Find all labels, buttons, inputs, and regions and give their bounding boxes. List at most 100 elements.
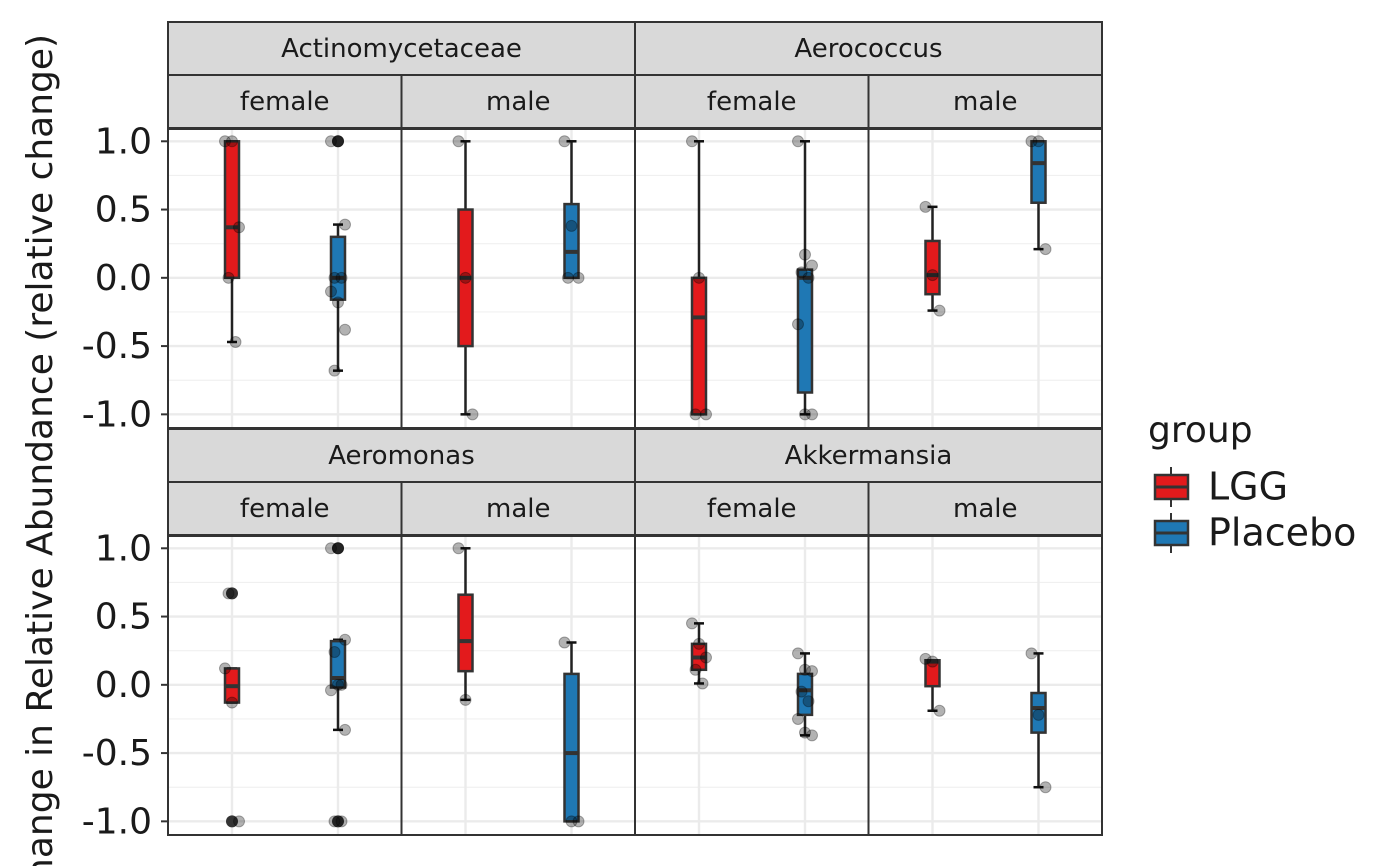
point — [1039, 781, 1052, 794]
point — [806, 729, 818, 742]
point — [696, 677, 709, 690]
point — [452, 135, 465, 148]
point — [558, 135, 571, 148]
y-tick-label: -1.0 — [82, 394, 152, 435]
outlier — [226, 587, 238, 600]
point — [792, 647, 804, 660]
point — [802, 271, 815, 284]
facet-strip — [634, 21, 1103, 76]
point — [328, 815, 341, 828]
sub-title: male — [486, 87, 550, 117]
point — [919, 200, 932, 213]
point — [806, 665, 818, 678]
point — [335, 678, 348, 691]
point — [325, 542, 337, 555]
point — [1025, 135, 1038, 148]
point — [700, 651, 712, 664]
y-tick-label: -0.5 — [82, 326, 152, 367]
point — [565, 219, 578, 232]
point — [335, 271, 348, 284]
point — [219, 135, 231, 148]
sub-title: male — [953, 87, 1017, 117]
point — [693, 637, 705, 650]
legend-label: LGG — [1208, 465, 1288, 509]
box — [563, 202, 580, 280]
sub-strip — [400, 74, 636, 129]
sub-title: female — [707, 494, 797, 524]
point — [325, 135, 337, 148]
point — [799, 726, 811, 739]
point — [222, 271, 235, 284]
facet-title: Aerococcus — [794, 34, 942, 64]
point — [459, 693, 472, 706]
point — [222, 587, 235, 600]
point — [452, 542, 465, 555]
box — [563, 672, 580, 823]
point — [325, 684, 337, 697]
point — [328, 271, 341, 284]
point — [233, 815, 245, 828]
y-tick-label: 0.5 — [95, 190, 152, 231]
facet-title: Actinomycetaceae — [281, 34, 522, 64]
box — [690, 276, 708, 416]
point — [926, 269, 939, 282]
point — [572, 815, 585, 828]
sub-title: male — [953, 494, 1017, 524]
point — [339, 218, 351, 231]
facet-strip — [634, 428, 1103, 483]
point — [335, 815, 348, 828]
point — [332, 678, 344, 691]
facet-strip — [167, 428, 636, 483]
point — [1025, 647, 1038, 660]
facet-strip — [167, 21, 636, 76]
point — [1032, 708, 1045, 721]
point — [689, 663, 702, 676]
point — [802, 695, 815, 708]
point — [806, 259, 818, 272]
point — [926, 655, 939, 668]
point — [799, 408, 811, 421]
legend-label: Placebo — [1208, 511, 1356, 555]
sub-title: female — [240, 87, 330, 117]
box — [223, 140, 241, 280]
point — [799, 248, 811, 261]
y-tick-label: -1.0 — [82, 801, 152, 842]
y-tick-label: 0.5 — [95, 597, 152, 638]
point — [562, 271, 574, 284]
box — [329, 639, 347, 689]
sub-strip — [400, 481, 636, 536]
point — [229, 335, 242, 348]
sub-title: female — [707, 87, 797, 117]
y-axis-label: Change in Relative Abundance (relative c… — [20, 34, 61, 866]
point — [795, 266, 808, 279]
sub-title: male — [486, 494, 550, 524]
outlier — [332, 135, 344, 148]
point — [795, 685, 808, 698]
point — [792, 712, 804, 725]
point — [459, 271, 472, 284]
legend-title: group — [1148, 410, 1253, 451]
box — [796, 672, 814, 717]
facet-title: Akkermansia — [785, 441, 953, 471]
point — [700, 408, 712, 421]
point — [792, 318, 804, 331]
box — [1030, 140, 1047, 204]
point — [693, 271, 705, 284]
facet-title: Aeromonas — [328, 441, 475, 471]
point — [226, 135, 238, 148]
point — [799, 663, 811, 676]
point — [233, 221, 245, 234]
point — [806, 408, 818, 421]
y-tick-label: 1.0 — [95, 528, 152, 569]
point — [226, 696, 238, 709]
point — [339, 633, 351, 646]
point — [572, 271, 585, 284]
box — [457, 593, 474, 673]
sub-strip — [167, 74, 403, 129]
point — [332, 296, 344, 309]
point — [328, 646, 341, 659]
point — [933, 304, 946, 317]
point — [919, 652, 932, 665]
sub-strip — [867, 481, 1103, 536]
y-tick-label: 1.0 — [95, 121, 152, 162]
